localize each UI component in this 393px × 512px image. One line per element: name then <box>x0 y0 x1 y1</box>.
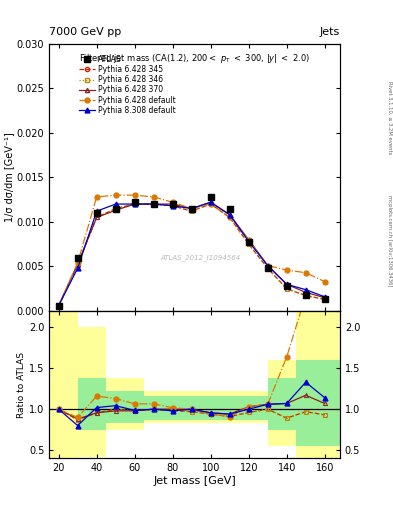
X-axis label: Jet mass [GeV]: Jet mass [GeV] <box>153 476 236 486</box>
Text: 7000 GeV pp: 7000 GeV pp <box>49 27 121 37</box>
Text: mcplots.cern.ch [arXiv:1306.3436]: mcplots.cern.ch [arXiv:1306.3436] <box>387 195 392 286</box>
Text: ATLAS_2012_I1094564: ATLAS_2012_I1094564 <box>160 254 241 261</box>
Legend: ATLAS, Pythia 6.428 345, Pythia 6.428 346, Pythia 6.428 370, Pythia 6.428 defaul: ATLAS, Pythia 6.428 345, Pythia 6.428 34… <box>76 53 178 117</box>
Text: Rivet 3.1.10, ≥ 3.2M events: Rivet 3.1.10, ≥ 3.2M events <box>387 81 392 155</box>
Y-axis label: Ratio to ATLAS: Ratio to ATLAS <box>17 352 26 418</box>
Text: Jets: Jets <box>320 27 340 37</box>
Text: Filtered jet mass (CA(1.2), 200$<$ $p_{\rm T}$ $<$ 300, $|y|$ $<$ 2.0): Filtered jet mass (CA(1.2), 200$<$ $p_{\… <box>79 52 310 65</box>
Y-axis label: 1/σ dσ/dm [GeV⁻¹]: 1/σ dσ/dm [GeV⁻¹] <box>4 133 14 222</box>
